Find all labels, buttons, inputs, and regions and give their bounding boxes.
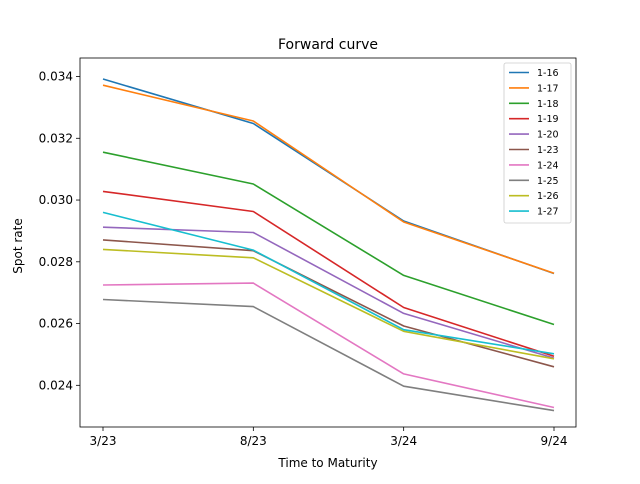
series-line-1-20 (102, 226, 555, 359)
y-tick-label: 0.024 (39, 378, 73, 392)
legend-label: 1-19 (537, 114, 559, 125)
plot-area (102, 78, 555, 412)
chart-title: Forward curve (278, 37, 378, 53)
axes-frame (79, 57, 577, 428)
series-line-1-23 (102, 239, 555, 368)
y-axis-label: Spot rate (11, 218, 25, 273)
legend-label: 1-24 (537, 160, 559, 171)
legend-label: 1-20 (537, 130, 559, 141)
y-tick-label: 0.028 (39, 255, 73, 269)
x-tick-label: 8/23 (240, 434, 267, 448)
legend-label: 1-16 (537, 68, 559, 79)
legend: 1-16 1-17 1-18 1-19 1-20 1-23 1-24 1-25 1-26 1-27 (503, 62, 572, 224)
legend-label: 1-27 (537, 207, 559, 218)
legend-label: 1-17 (537, 83, 559, 94)
legend-label: 1-18 (537, 99, 559, 110)
y-tick-label: 0.034 (39, 70, 73, 84)
x-tick-label: 9/24 (541, 434, 568, 448)
series-line-1-17 (102, 84, 555, 274)
series-line-1-25 (102, 298, 555, 412)
series-line-1-18 (102, 151, 555, 326)
series-line-1-27 (102, 211, 555, 355)
series-line-1-19 (102, 190, 555, 358)
x-axis-label: Time to Maturity (277, 456, 377, 470)
series-line-1-26 (102, 248, 555, 360)
x-tick-label: 3/23 (90, 434, 117, 448)
y-tick-label: 0.030 (39, 193, 73, 207)
legend-label: 1-23 (537, 145, 559, 156)
y-tick-label: 0.026 (39, 317, 73, 331)
y-tick-label: 0.032 (39, 131, 73, 145)
legend-label: 1-25 (537, 176, 559, 187)
x-tick-label: 3/24 (390, 434, 417, 448)
legend-label: 1-26 (537, 191, 559, 202)
series-line-1-24 (102, 282, 555, 409)
